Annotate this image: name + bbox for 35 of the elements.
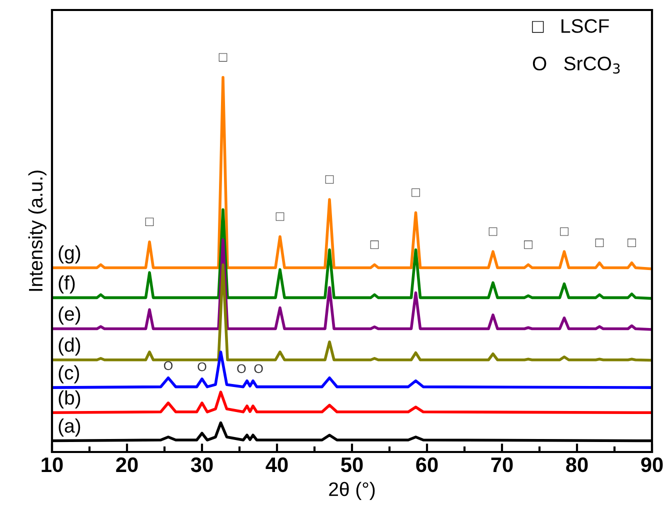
annotation: □	[325, 175, 334, 184]
series-label: (e)	[58, 306, 80, 325]
annotation: □	[412, 188, 420, 197]
annotation: □	[524, 240, 532, 249]
annotation: O	[237, 364, 246, 374]
text: O SrCO$_{3}$	[532, 56, 620, 74]
x-tick-label: 90	[641, 457, 663, 472]
annotation: □	[595, 238, 604, 247]
x-tick-label: 20	[116, 457, 138, 472]
x-tick-label: 80	[566, 457, 588, 472]
annotation: □	[628, 238, 636, 247]
x-tick-label: 50	[341, 457, 363, 472]
x-tick-label: 70	[491, 457, 513, 472]
annotation: □	[370, 240, 379, 249]
annotation: O	[164, 361, 173, 370]
y-axis-title: Intensity (a.u.)	[28, 170, 46, 291]
series-label: (f)	[58, 275, 75, 294]
annotation: O	[198, 362, 206, 372]
annotation: □	[488, 227, 498, 236]
annotation: □	[560, 227, 568, 236]
x-tick-label: 60	[416, 457, 438, 472]
annotation: □	[276, 212, 284, 221]
text: □ LSCF	[532, 19, 609, 33]
x-tick-label: 10	[42, 457, 63, 472]
x-tick-label: 40	[266, 457, 288, 472]
x-axis-title: 2θ (°)	[329, 482, 375, 500]
x-tick-label: 30	[190, 457, 213, 472]
annotation: □	[145, 218, 154, 226]
annotation: O	[254, 364, 263, 374]
series-label: (b)	[58, 390, 80, 408]
series-label: (c)	[58, 365, 80, 384]
series-label: (g)	[58, 245, 80, 264]
series-label: (d)	[58, 338, 80, 356]
series-label: (a)	[58, 418, 80, 437]
annotation: □	[218, 53, 228, 62]
